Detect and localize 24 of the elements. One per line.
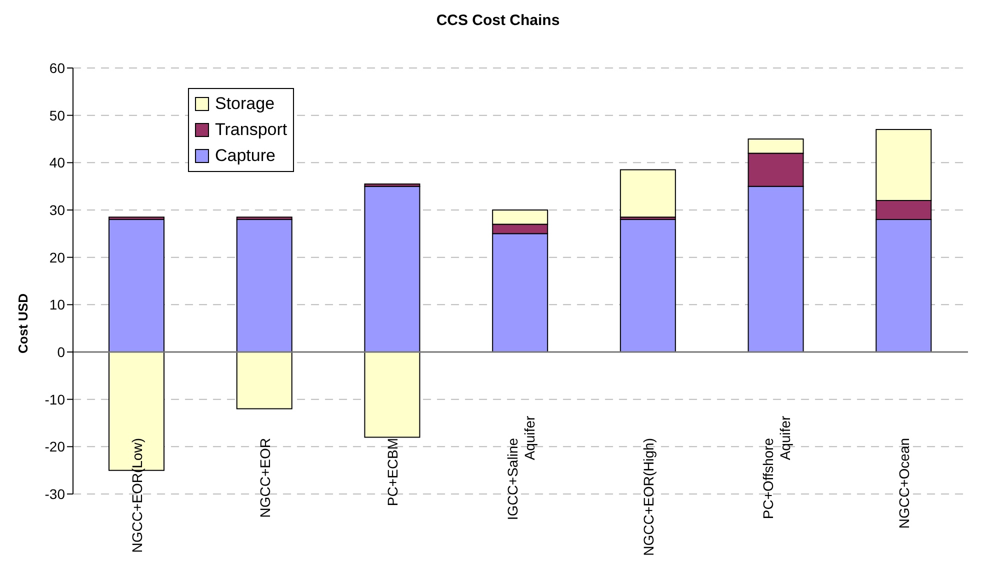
y-tick-label: 40 [49,154,66,171]
x-tick-label: NGCC+EOR(High) [640,438,656,556]
y-tick-label: -20 [44,438,66,455]
y-tick-label: 30 [49,202,66,218]
y-axis-title: Cost USD [16,293,31,353]
bar [620,218,676,352]
y-tick-label: 0 [57,344,66,360]
legend-label: Capture [215,145,276,167]
y-tick-label: -30 [44,486,66,502]
x-tick-label: NGCC+Ocean [896,438,912,529]
x-tick-label: NGCC+EOR(Low) [128,438,145,553]
x-tick-label: IGCC+Saline Aquifer [504,415,538,520]
legend-label: Transport [215,119,288,141]
y-tick-label: 20 [49,249,66,266]
y-tick-label: 50 [49,107,66,124]
x-tick-label: PC+ECBM [384,438,401,506]
x-tick-label: PC+Offshore Aquifer [760,415,794,520]
y-tick-label: -10 [44,391,66,408]
chart-title: CCS Cost Chains [435,12,561,29]
bar [620,169,676,218]
x-tick-label: NGCC+EOR [256,438,273,518]
legend-label: Storage [215,93,275,115]
y-tick-label: 60 [49,60,66,76]
y-tick-label: 10 [49,296,66,313]
